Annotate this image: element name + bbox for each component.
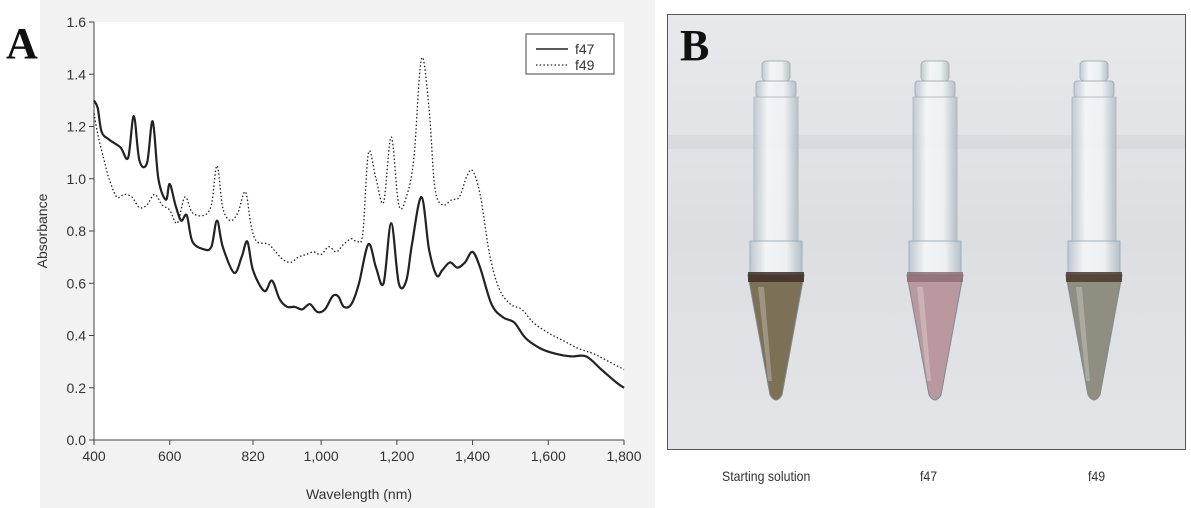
x-tick-label: 1,200 — [379, 448, 414, 464]
tube-3 — [1065, 60, 1123, 401]
y-tick-label: 1.4 — [67, 66, 87, 82]
y-axis-label: Absorbance — [34, 193, 50, 268]
x-tick-label: 400 — [82, 448, 106, 464]
absorbance-chart: 0.0 0.2 0.4 0.6 0.8 1.0 1.2 1.4 1.6 400 600 820 1,00… — [34, 0, 655, 508]
tube-cap-ring — [914, 80, 956, 98]
tube-cap-ring — [755, 80, 797, 98]
y-tick-label: 1.2 — [67, 119, 87, 135]
x-axis-label: Wavelength (nm) — [306, 486, 412, 502]
tube-body — [912, 96, 958, 244]
x-tick-label: 1,400 — [455, 448, 490, 464]
x-tick-label: 1,800 — [606, 448, 641, 464]
legend-label-f47: f47 — [575, 41, 595, 57]
tube-liquid — [747, 274, 805, 401]
x-tick-label: 600 — [158, 448, 182, 464]
series-line-f47 — [93, 99, 625, 389]
tube-collar — [1067, 240, 1121, 278]
tube-meniscus — [748, 272, 804, 282]
y-tick-label: 0.8 — [67, 223, 87, 239]
y-tick-label: 1.6 — [67, 14, 87, 30]
tube-cap — [1079, 60, 1109, 82]
tube-liquid — [1065, 274, 1123, 401]
tube-highlight — [1076, 287, 1090, 381]
panel-label-a: A — [6, 19, 38, 68]
series-lines — [93, 56, 625, 389]
plot-background — [94, 22, 624, 440]
x-tick-label: 820 — [241, 448, 265, 464]
tube-caption-starting-solution: Starting solution — [722, 468, 811, 484]
tube-body — [1071, 96, 1117, 244]
tube-highlight — [758, 287, 772, 381]
tube-meniscus — [1066, 272, 1122, 282]
tube-highlight — [917, 287, 931, 381]
tube-1 — [747, 60, 805, 401]
tube-cap — [761, 60, 791, 82]
tube-caption-f49: f49 — [1088, 468, 1106, 484]
panel-label-b: B — [680, 21, 710, 70]
y-tick-label: 0.2 — [67, 380, 87, 396]
tube-cap-ring — [1073, 80, 1115, 98]
tube-collar — [908, 240, 962, 278]
tube-cap — [920, 60, 950, 82]
tubes-photo — [667, 14, 1186, 450]
y-tick-label: 0.6 — [67, 275, 87, 291]
tube-liquid — [906, 274, 964, 401]
tubes-illustration — [668, 15, 1185, 449]
legend-box — [525, 33, 615, 75]
axes: 0.0 0.2 0.4 0.6 0.8 1.0 1.2 1.4 1.6 400 600 820 1,00… — [67, 14, 642, 464]
x-tick-label: 1,600 — [531, 448, 566, 464]
y-tick-label: 1.0 — [67, 171, 87, 187]
tube-body — [753, 96, 799, 244]
x-tick-label: 1,000 — [304, 448, 339, 464]
tubes — [747, 60, 1123, 401]
tube-meniscus — [907, 272, 963, 282]
tube-2 — [906, 60, 964, 401]
legend-label-f49: f49 — [575, 57, 595, 73]
y-tick-label: 0.4 — [67, 328, 87, 344]
series-line-f49 — [93, 56, 625, 371]
tube-caption-f47: f47 — [920, 468, 938, 484]
y-tick-label: 0.0 — [67, 432, 87, 448]
tube-collar — [749, 240, 803, 278]
